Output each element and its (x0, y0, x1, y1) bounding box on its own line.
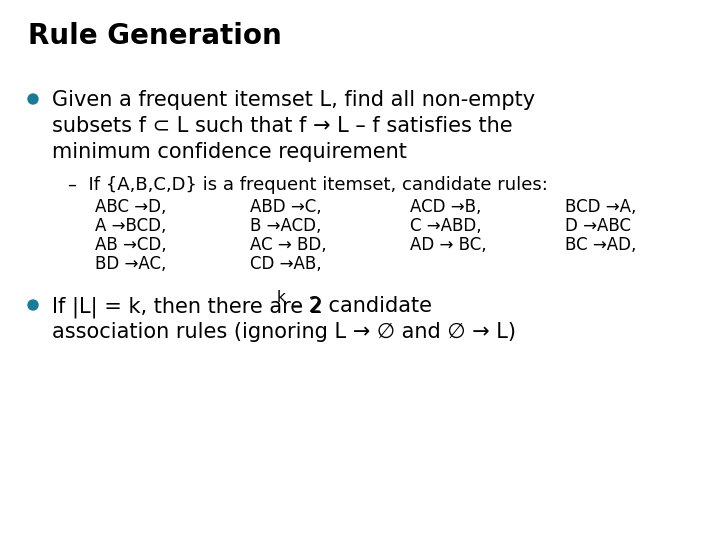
Text: k: k (276, 290, 286, 305)
Text: B →ACD,: B →ACD, (250, 217, 321, 235)
Text: ABC →D,: ABC →D, (95, 198, 166, 216)
Text: subsets f ⊂ L such that f → L – f satisfies the: subsets f ⊂ L such that f → L – f satisf… (52, 116, 513, 136)
Circle shape (28, 94, 38, 104)
Text: AC → BD,: AC → BD, (250, 236, 327, 254)
Text: ABD →C,: ABD →C, (250, 198, 322, 216)
Text: association rules (ignoring L → ∅ and ∅ → L): association rules (ignoring L → ∅ and ∅ … (52, 322, 516, 342)
Text: C →ABD,: C →ABD, (410, 217, 482, 235)
Text: Given a frequent itemset L, find all non-empty: Given a frequent itemset L, find all non… (52, 90, 535, 110)
Text: Rule Generation: Rule Generation (28, 22, 282, 50)
Circle shape (28, 300, 38, 310)
Text: BC →AD,: BC →AD, (565, 236, 636, 254)
Text: A →BCD,: A →BCD, (95, 217, 166, 235)
Text: D →ABC: D →ABC (565, 217, 631, 235)
Text: AD → BC,: AD → BC, (410, 236, 487, 254)
Text: –  If {A,B,C,D} is a frequent itemset, candidate rules:: – If {A,B,C,D} is a frequent itemset, ca… (68, 176, 548, 194)
Text: minimum confidence requirement: minimum confidence requirement (52, 142, 407, 162)
Text: ACD →B,: ACD →B, (410, 198, 482, 216)
Text: BD →AC,: BD →AC, (95, 255, 166, 273)
Text: If |L| = k, then there are 2: If |L| = k, then there are 2 (52, 296, 323, 318)
Text: – 2 candidate: – 2 candidate (285, 296, 432, 316)
Text: CD →AB,: CD →AB, (250, 255, 322, 273)
Text: AB →CD,: AB →CD, (95, 236, 166, 254)
Text: BCD →A,: BCD →A, (565, 198, 636, 216)
